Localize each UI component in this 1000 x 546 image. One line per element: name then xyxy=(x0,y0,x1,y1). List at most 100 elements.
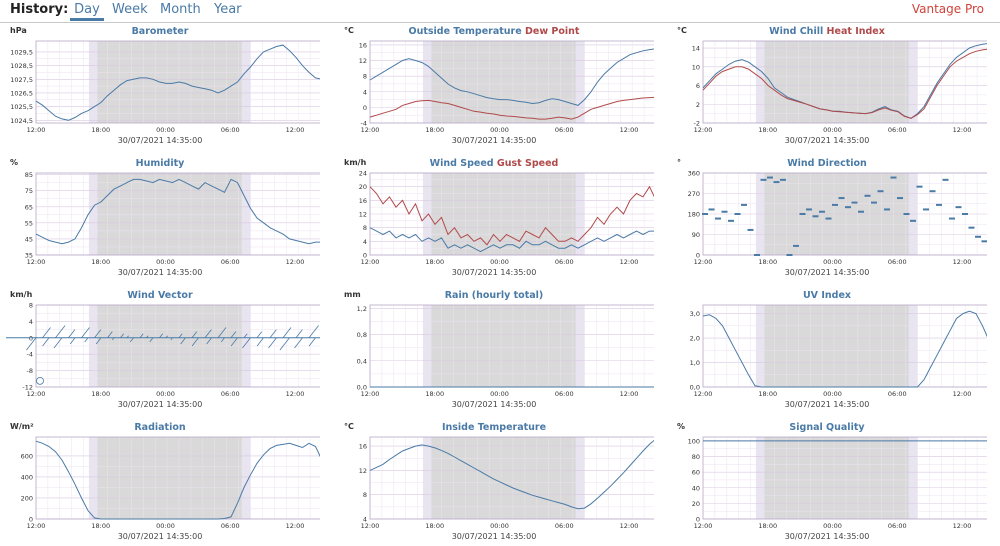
x-tick-label: 12:00 xyxy=(286,522,305,530)
wind-direction-point xyxy=(764,178,767,181)
x-tick-label: 12:00 xyxy=(620,258,639,266)
y-tick-label: 270 xyxy=(688,190,700,198)
wind-direction-point xyxy=(981,240,984,243)
wind-direction-point xyxy=(721,210,724,213)
y-tick-label: 600 xyxy=(21,452,33,460)
y-tick-label: 1029,5 xyxy=(10,48,33,56)
history-header: History: Day Week Month Year Vantage Pro xyxy=(0,0,1000,23)
tab-year[interactable]: Year xyxy=(214,2,242,17)
rain-chart: 0,0 0,4 0,8 1,2 12:00 18:00 00:00 06:00 12:00 xyxy=(357,304,654,398)
x-tick-label: 12:00 xyxy=(286,390,305,398)
wind-direction-point xyxy=(877,190,880,193)
wind-vector-arrow xyxy=(220,337,225,343)
night-band xyxy=(97,173,242,255)
radiation-chart: 0 200 400 600 12:00 18:00 00:00 06:00 12:00 xyxy=(21,436,320,530)
wind-direction-point xyxy=(964,213,966,215)
uv-index-date: 30/07/2021 14:35:00 xyxy=(784,400,870,409)
wind-vector-arrow xyxy=(146,335,149,339)
wind-direction-point xyxy=(931,190,934,193)
wind-vector-arrow xyxy=(26,337,37,351)
dawn-band xyxy=(575,305,585,387)
y-tick-label: -12 xyxy=(22,384,33,392)
radiation-unit: W/m² xyxy=(10,422,34,431)
wind-direction-point xyxy=(985,240,987,243)
wind-vector-arrow xyxy=(206,337,212,345)
x-tick-label: 12:00 xyxy=(27,390,46,398)
wind-speed-unit: km/h xyxy=(344,158,367,167)
wind-direction-point xyxy=(944,178,947,181)
x-tick-label: 18:00 xyxy=(425,390,444,398)
y-tick-label: 35 xyxy=(25,252,33,260)
x-tick-label: 00:00 xyxy=(156,126,175,134)
wind-direction-point xyxy=(968,226,971,229)
x-tick-label: 12:00 xyxy=(694,126,713,134)
wind-direction-point xyxy=(756,254,758,256)
y-tick-label: 2 xyxy=(696,101,700,109)
x-tick-label: 06:00 xyxy=(555,258,574,266)
wind-direction-point xyxy=(875,201,877,204)
x-tick-label: 18:00 xyxy=(425,126,444,134)
y-tick-label: 65 xyxy=(25,203,33,211)
y-tick-label: 360 xyxy=(688,170,700,178)
wind-direction-point xyxy=(793,244,795,247)
wind-direction-point xyxy=(801,213,804,215)
wind-vector-arrow xyxy=(230,337,238,347)
wind-direction-point xyxy=(747,228,750,231)
night-band xyxy=(764,305,909,387)
wind-vector-arrow xyxy=(180,337,186,345)
wind-direction-point xyxy=(942,178,945,181)
wind-direction-point xyxy=(970,226,973,229)
wind-vector-arrow xyxy=(165,335,168,339)
humidity-date: 30/07/2021 14:35:00 xyxy=(117,268,203,277)
rain-panel: Rain (hourly total) mm 30/07/2021 14:35:00… xyxy=(334,286,654,412)
wind-direction-point xyxy=(788,254,791,256)
wind-direction-point xyxy=(762,178,765,181)
x-tick-label: 12:00 xyxy=(286,126,305,134)
wind-direction-point xyxy=(803,213,806,215)
outside-temp-chart: -4 0 4 8 12 16 12:00 18:00 00:00 06:00 12:00 xyxy=(359,40,654,134)
wind-direction-point xyxy=(842,197,845,200)
wind-direction-point xyxy=(734,213,737,215)
wind-direction-point xyxy=(769,176,771,179)
x-tick-label: 06:00 xyxy=(221,126,240,134)
wind-vector-arrow xyxy=(243,333,248,339)
dusk-band xyxy=(755,437,765,519)
wind-direction-point xyxy=(983,240,986,243)
wind-direction-point xyxy=(914,219,916,222)
wind-direction-date: 30/07/2021 14:35:00 xyxy=(784,268,870,277)
x-tick-label: 06:00 xyxy=(888,126,907,134)
y-tick-label: 60 xyxy=(692,469,700,477)
humidity-chart: 35 45 55 65 75 85 12:00 18:00 00:00 06:00 12:00 xyxy=(25,171,320,266)
wind-direction-point xyxy=(966,213,968,215)
y-tick-label: 200 xyxy=(21,494,33,502)
wind-direction-point xyxy=(819,210,821,213)
wind-direction-point xyxy=(702,213,704,215)
y-tick-label: 20 xyxy=(692,500,700,508)
wind-vector-arrow xyxy=(191,337,199,347)
wind-direction-point xyxy=(795,244,797,247)
y-tick-label: 16 xyxy=(359,41,367,49)
wind-vector-arrow xyxy=(95,337,102,345)
tab-day[interactable]: Day xyxy=(70,2,104,21)
wind-direction-point xyxy=(860,210,862,213)
rain-unit: mm xyxy=(344,290,361,299)
x-tick-label: 00:00 xyxy=(490,522,509,530)
wind-direction-point xyxy=(728,219,730,222)
wind-vector-date: 30/07/2021 14:35:00 xyxy=(117,400,203,409)
wind-direction-point xyxy=(799,213,802,215)
dusk-band xyxy=(88,437,98,519)
tab-week[interactable]: Week xyxy=(112,2,148,17)
wind-direction-point xyxy=(754,254,756,256)
y-tick-label: 55 xyxy=(25,219,33,227)
wind-direction-point xyxy=(949,217,951,220)
wind-direction-unit: ° xyxy=(677,158,681,167)
tab-month[interactable]: Month xyxy=(160,2,201,17)
y-tick-label: 3,0 xyxy=(690,310,700,318)
dusk-band xyxy=(88,41,98,123)
humidity-unit: % xyxy=(10,158,19,167)
humidity-series-0-line xyxy=(35,178,320,245)
wind-direction-point xyxy=(749,228,752,231)
y-tick-label: 90 xyxy=(692,231,700,239)
x-tick-label: 12:00 xyxy=(361,126,380,134)
x-tick-label: 06:00 xyxy=(221,522,240,530)
